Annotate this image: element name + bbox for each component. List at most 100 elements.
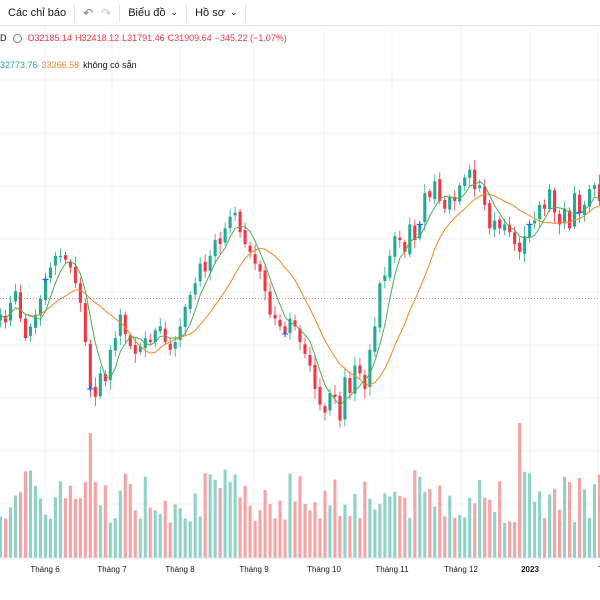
volume-bar <box>308 510 312 558</box>
candle <box>403 239 407 259</box>
volume-bar <box>343 504 347 558</box>
eye-icon[interactable] <box>12 33 22 43</box>
volume-bar <box>118 490 122 558</box>
candle <box>548 183 552 213</box>
volume-bar <box>568 481 572 558</box>
volume-bar <box>123 473 127 558</box>
volume-bar <box>572 522 577 558</box>
candle <box>88 339 92 398</box>
volume-bar <box>353 493 357 558</box>
candle <box>243 222 247 248</box>
volume-bar <box>563 476 567 558</box>
volume-bar <box>468 497 472 558</box>
volume-bar <box>58 481 62 558</box>
volume-bar <box>283 519 287 558</box>
candle <box>13 283 18 305</box>
candle <box>103 370 107 387</box>
volume-bar <box>228 481 232 558</box>
volume-bar <box>3 518 8 558</box>
profile-menu-button[interactable]: Hồ sơ ⌄ <box>187 0 245 26</box>
undo-button[interactable]: ↶ <box>75 0 101 26</box>
candle <box>188 291 192 314</box>
volume-bar <box>538 491 542 558</box>
candle <box>138 342 142 355</box>
candle <box>33 308 37 335</box>
ma-legend[interactable]: 32773.76 33366.58 không có sẵn <box>0 58 137 72</box>
candle <box>563 201 567 229</box>
volume-bar <box>303 504 307 558</box>
volume-bar <box>533 501 537 558</box>
symbol-label[interactable]: D <box>0 33 7 43</box>
volume-bar <box>53 497 57 558</box>
candle <box>198 257 202 287</box>
volume-bar <box>508 521 512 558</box>
volume-bar <box>368 498 372 558</box>
candle <box>528 219 532 243</box>
volume-bar <box>173 504 177 558</box>
candle <box>378 280 382 333</box>
candle <box>572 185 577 230</box>
candle <box>587 184 592 213</box>
toolbar-separator <box>119 3 121 22</box>
candle <box>523 226 527 263</box>
x-axis-label: Tháng 8 <box>165 565 195 574</box>
volume-bar <box>528 473 532 558</box>
volume-bar <box>453 518 457 558</box>
toolbar-separator <box>245 3 247 22</box>
signal-marker: + <box>281 329 289 340</box>
candle <box>353 356 357 402</box>
volume-bar <box>188 521 192 558</box>
candle <box>268 282 272 319</box>
x-axis-label: Tháng 6 <box>30 565 60 574</box>
volume-bar <box>108 522 112 558</box>
candle <box>223 222 227 246</box>
volume-bar <box>143 476 147 558</box>
volume-bar <box>428 489 432 558</box>
volume-bar <box>268 504 272 558</box>
volume-bar <box>408 518 412 558</box>
candle <box>308 346 312 372</box>
volume-bar <box>413 470 417 558</box>
candle <box>373 317 377 357</box>
volume-bar <box>103 485 107 558</box>
candle <box>8 295 13 327</box>
candle <box>368 343 372 397</box>
high-value: H32418.12 <box>75 33 120 43</box>
volume-bar <box>298 476 302 558</box>
volume-bar <box>592 484 597 558</box>
volume-bar <box>398 495 402 558</box>
volume-bar <box>183 518 187 558</box>
volume-bar <box>488 499 492 558</box>
candle <box>423 184 427 231</box>
candle <box>18 284 23 323</box>
indicators-label: Các chỉ báo <box>8 6 67 19</box>
volume-bar <box>348 516 352 558</box>
candle <box>233 206 237 222</box>
volume-bar <box>223 469 227 558</box>
chart-menu-button[interactable]: Biểu đồ ⌄ <box>120 0 186 26</box>
candle <box>428 188 432 202</box>
volume-bar <box>373 509 377 558</box>
redo-button[interactable]: ↷ <box>101 0 119 26</box>
volume-bar <box>423 491 427 558</box>
candle <box>48 262 52 284</box>
candle <box>408 217 412 258</box>
open-value: O32185.14 <box>27 33 73 43</box>
chevron-down-icon: ⌄ <box>170 7 179 17</box>
volume-bar <box>88 433 92 558</box>
candle <box>53 251 57 275</box>
signal-marker: + <box>525 219 533 230</box>
volume-bar <box>378 503 382 558</box>
candle <box>213 233 217 265</box>
volume-bar <box>433 506 437 558</box>
candle <box>163 321 167 346</box>
volume-bar <box>113 518 117 558</box>
volume-bar <box>363 481 367 558</box>
indicators-button[interactable]: Các chỉ báo <box>0 0 74 26</box>
volume-bar <box>558 509 562 558</box>
toolbar-separator <box>74 3 76 22</box>
volume-bar <box>597 474 600 558</box>
volume-bar <box>233 474 237 558</box>
candle <box>293 314 297 331</box>
